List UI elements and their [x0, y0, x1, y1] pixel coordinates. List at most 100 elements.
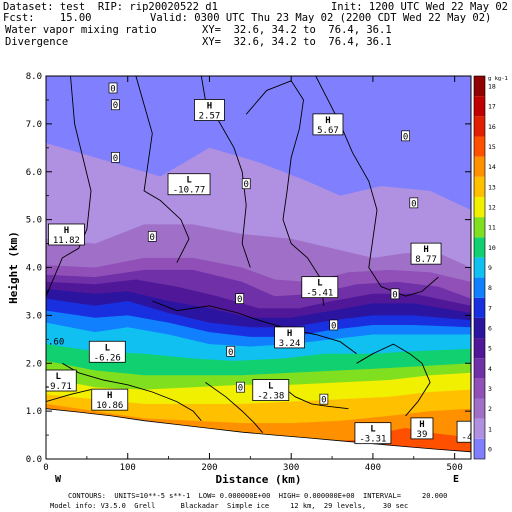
- y-tick-label-0: 0.0: [26, 455, 42, 465]
- annotation-value-7: -6.26: [94, 353, 121, 363]
- annotation-value-0: 2.57: [199, 112, 221, 122]
- zero-label-box-9: [329, 319, 339, 331]
- annotation-box-4: [410, 242, 442, 265]
- divergence-contour-3: [245, 80, 325, 306]
- colorbar-swatch-13: [474, 176, 485, 197]
- colorbar-level-2: 2: [488, 405, 492, 413]
- zero-label-3: 0: [244, 180, 249, 190]
- zero-label-1: 0: [113, 101, 118, 111]
- annotation-value-11: -3.31: [359, 435, 386, 445]
- annotation-box-7: [88, 340, 126, 363]
- colorbar-swatch-3: [474, 378, 485, 399]
- x-tick-label-5: 500: [447, 463, 463, 473]
- divergence-contour-8: [282, 386, 349, 410]
- x-tick-label-3: 300: [283, 463, 299, 473]
- colorbar-level-4: 4: [488, 365, 492, 373]
- zero-label-box-8: [390, 288, 400, 300]
- colorbar-unit-label: g kg-1: [488, 76, 508, 82]
- annotation-kind-1: H: [325, 116, 330, 126]
- colorbar-level-1: 1: [488, 425, 492, 433]
- zero-label-box-3: [241, 178, 251, 190]
- annotation-box-11: [354, 422, 392, 445]
- colorbar-level-7: 7: [488, 304, 492, 312]
- annotation-box-3: [48, 223, 85, 246]
- y-tick-label-6: 6.0: [26, 168, 42, 178]
- zero-label-box-2: [111, 152, 120, 163]
- x-tick-label-0: 0: [43, 463, 48, 473]
- x-tick-label-4: 400: [365, 463, 381, 473]
- annotation-kind-3: H: [64, 226, 69, 236]
- colorbar-level-18: 18: [488, 83, 496, 91]
- annotation-kind-9: L: [268, 382, 274, 392]
- colorbar-level-14: 14: [488, 163, 496, 171]
- annotation-value-8: -9.71: [45, 382, 72, 392]
- colorbar-level-0: 0: [488, 445, 492, 453]
- colorbar-level-16: 16: [488, 123, 496, 131]
- colorbar-level-9: 9: [488, 264, 492, 272]
- y-tick-label-5: 5.0: [26, 216, 42, 226]
- divergence-contour-6: [62, 362, 202, 421]
- colorbar-swatch-12: [474, 196, 485, 218]
- colorbar-swatch-8: [474, 277, 485, 298]
- annotation-value-5: -5.41: [306, 289, 333, 299]
- header-field-water-vapor: Water vapor mixing ratio: [5, 24, 157, 36]
- divergence-contour-0: [46, 76, 92, 297]
- colorbar-level-8: 8: [488, 284, 492, 292]
- header-dataset: Dataset: test RIP: rip20020522 d1: [3, 1, 218, 13]
- annotation-kind-4: H: [423, 245, 428, 255]
- colorbar-swatch-2: [474, 398, 485, 419]
- annotation-box-13: [456, 420, 471, 443]
- colorbar-level-13: 13: [488, 183, 496, 191]
- annotation-kind-5: L: [317, 279, 323, 289]
- y-tick-label-7: 7.0: [26, 120, 42, 130]
- divergence-contour-10: [46, 389, 92, 403]
- y-tick-label-1: 1.0: [26, 407, 42, 417]
- zero-label-box-10: [226, 345, 236, 357]
- annotation-kind-12: H: [419, 420, 424, 430]
- colorbar-swatch-10: [474, 237, 485, 258]
- annotation-value-9: -2.38: [257, 392, 284, 402]
- colorbar-swatch-0: [474, 438, 485, 459]
- colorbar-level-11: 11: [488, 224, 496, 232]
- annotation-kind-7: L: [105, 343, 111, 353]
- annotation-kind-6: H: [287, 329, 292, 339]
- terrain: [46, 408, 471, 459]
- annotation-value-2: -10.77: [173, 186, 206, 196]
- annotation-kind-10: H: [107, 391, 112, 401]
- annotation-box-2: [167, 173, 211, 196]
- colorbar-swatch-18: [474, 76, 485, 97]
- colorbar-swatch-5: [474, 338, 485, 359]
- x-tick-label-2: 200: [201, 463, 217, 473]
- zero-label-box-4: [401, 130, 410, 142]
- colorbar-level-5: 5: [488, 345, 492, 353]
- colorbar-swatch-1: [474, 418, 485, 439]
- zero-label-6: 0: [150, 233, 155, 243]
- zero-label-box-11: [236, 381, 245, 393]
- east-end-label: E: [453, 474, 460, 485]
- west-end-label: W: [55, 474, 62, 485]
- colorbar-frame: [473, 75, 486, 460]
- zero-label-12: 0: [321, 396, 326, 406]
- divergence-contour-7: [205, 382, 263, 433]
- colorbar-level-3: 3: [488, 385, 492, 393]
- header-xy-2: XY= 32.6, 34.2 to 76.4, 36.1: [202, 36, 392, 48]
- header-field-divergence: Divergence: [5, 36, 69, 48]
- annotation-value-10: 10.86: [96, 401, 123, 411]
- colorbar-swatch-4: [474, 358, 485, 379]
- colorbar-swatch-11: [474, 217, 485, 238]
- annotation-box-8: [46, 369, 77, 392]
- colorbar-swatch-17: [474, 96, 485, 117]
- colorbar-swatch-7: [474, 297, 485, 318]
- y-tick-label-2: 2.0: [26, 359, 42, 369]
- zero-label-box-6: [147, 231, 157, 242]
- annotation-value-1: 5.67: [317, 126, 339, 136]
- zero-label-4: 0: [403, 132, 408, 142]
- colorbar-level-10: 10: [488, 244, 496, 252]
- zero-label-box-12: [319, 393, 329, 405]
- annotation-value-4: 8.77: [415, 255, 437, 265]
- divergence-contour-1: [135, 76, 190, 263]
- header-fcst: Fcst: 15.00: [3, 12, 92, 24]
- colorbar-swatch-14: [474, 156, 485, 177]
- annotation-box-6: [274, 326, 305, 349]
